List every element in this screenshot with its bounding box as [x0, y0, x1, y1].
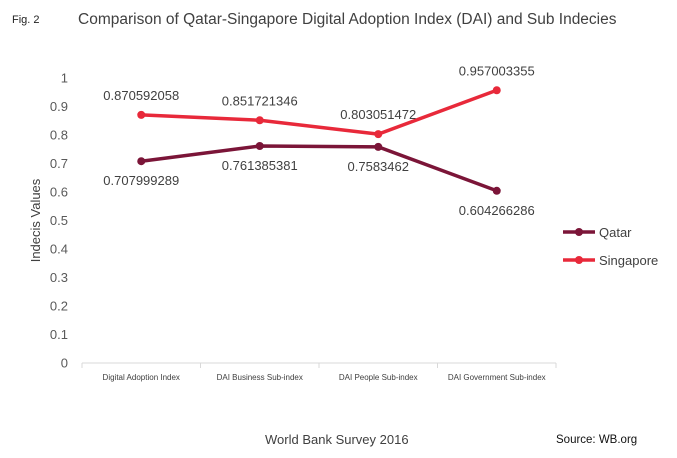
data-label: 0.803051472: [340, 107, 416, 122]
data-label: 0.957003355: [459, 63, 535, 78]
legend-label: Qatar: [599, 225, 632, 240]
data-point: [492, 86, 501, 95]
legend-marker: [575, 228, 583, 236]
x-tick-label: DAI Government Sub-index: [448, 373, 546, 382]
y-tick-label: 0.6: [50, 185, 68, 200]
y-tick-label: 0.9: [50, 99, 68, 114]
chart-title: Comparison of Qatar-Singapore Digital Ad…: [78, 11, 617, 28]
series-line: [139, 144, 499, 193]
x-axis: Digital Adoption Index DAI Business Sub-i…: [81, 362, 557, 382]
data-point: [374, 130, 383, 139]
data-point: [255, 116, 264, 125]
data-point: [492, 186, 501, 195]
data-point: [374, 142, 383, 151]
legend: Qatar Singapore: [563, 225, 658, 268]
data-point: [137, 157, 146, 166]
series-lines: [137, 86, 501, 195]
y-tick-label: 1: [61, 71, 68, 86]
y-axis: 0 0.1 0.2 0.3 0.4 0.5 0.6 0.7 0.8 0.9 1 Indecis Val…: [28, 71, 68, 371]
y-tick-label: 0.1: [50, 327, 68, 342]
data-label: 0.761385381: [222, 158, 298, 173]
data-labels: 0.707999289 0.761385381 0.7583462 0.6042662…: [103, 63, 534, 218]
data-label: 0.870592058: [103, 88, 179, 103]
line-chart: 0 0.1 0.2 0.3 0.4 0.5 0.6 0.7 0.8 0.9 1 Indecis Val…: [28, 63, 658, 382]
data-point: [137, 110, 146, 119]
y-tick-label: 0.7: [50, 156, 68, 171]
source-note: Source: WB.org: [556, 434, 638, 446]
x-tick-label: DAI Business Sub-index: [217, 373, 303, 382]
legend-label: Singapore: [599, 253, 658, 268]
data-label: 0.707999289: [103, 173, 179, 188]
data-label: 0.7583462: [348, 159, 409, 174]
figure-label: Fig. 2: [12, 14, 40, 26]
x-tick-label: DAI People Sub-index: [339, 373, 418, 382]
y-tick-label: 0.4: [50, 242, 68, 257]
data-label: 0.604266286: [459, 203, 535, 218]
y-axis-title: Indecis Values: [28, 178, 43, 262]
y-tick-label: 0.8: [50, 128, 68, 143]
legend-marker: [575, 256, 583, 264]
y-tick-label: 0: [61, 356, 68, 371]
data-label: 0.851721346: [222, 93, 298, 108]
y-tick-label: 0.3: [50, 270, 68, 285]
x-tick-label: Digital Adoption Index: [103, 373, 180, 382]
footer-caption: World Bank Survey 2016: [265, 432, 409, 447]
y-tick-label: 0.2: [50, 299, 68, 314]
y-tick-label: 0.5: [50, 213, 68, 228]
data-point: [255, 142, 264, 151]
series-line: [139, 88, 499, 136]
